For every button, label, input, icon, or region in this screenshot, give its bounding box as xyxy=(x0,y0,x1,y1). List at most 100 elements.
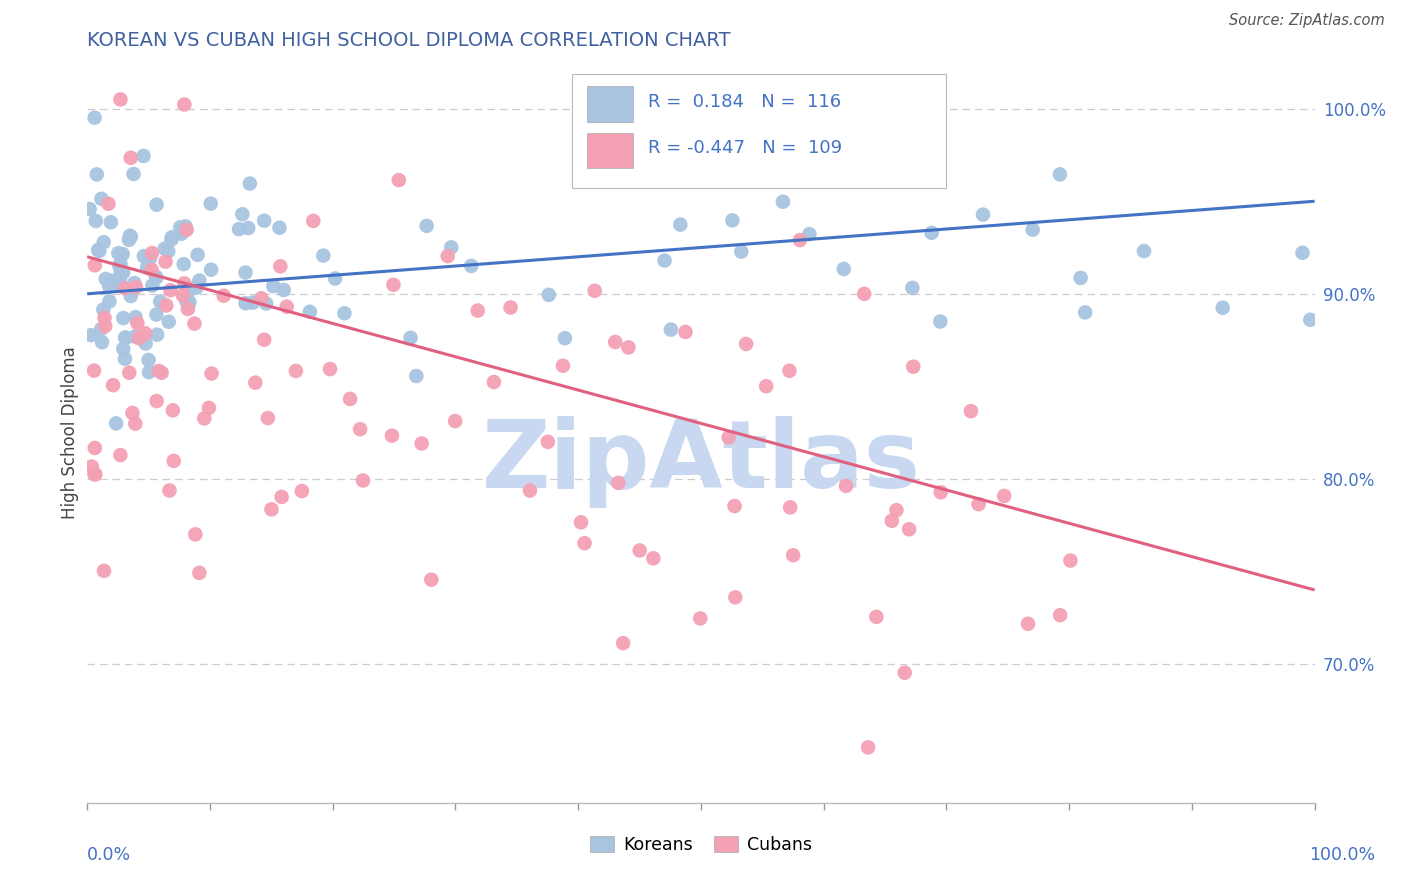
Point xyxy=(467,303,489,318)
Point xyxy=(1021,222,1043,236)
Point xyxy=(83,111,105,125)
Point xyxy=(105,278,128,293)
Point xyxy=(242,295,264,310)
Point xyxy=(79,202,101,216)
Point xyxy=(1074,305,1097,319)
Point xyxy=(118,233,141,247)
Point xyxy=(253,333,276,347)
Point xyxy=(260,502,283,516)
Point xyxy=(121,406,143,420)
Point xyxy=(159,283,181,297)
Point xyxy=(723,499,745,513)
Point xyxy=(188,274,211,288)
Point xyxy=(145,308,167,322)
Point xyxy=(155,254,177,268)
Point xyxy=(319,362,342,376)
FancyBboxPatch shape xyxy=(572,73,946,188)
Point xyxy=(1049,167,1071,181)
Point xyxy=(724,591,747,605)
Point xyxy=(245,376,267,390)
Point xyxy=(228,222,250,236)
Point xyxy=(200,262,222,277)
Point xyxy=(93,310,115,325)
Point xyxy=(782,548,804,562)
Point xyxy=(415,219,437,233)
Point xyxy=(1017,616,1039,631)
Point xyxy=(903,359,925,374)
Point xyxy=(162,403,184,417)
Point xyxy=(1133,244,1156,258)
Point xyxy=(607,475,630,490)
Text: ZipAtlas: ZipAtlas xyxy=(481,417,921,508)
Point xyxy=(574,536,596,550)
Point xyxy=(993,489,1015,503)
Point xyxy=(101,378,124,392)
Point xyxy=(929,485,952,500)
Point xyxy=(583,284,606,298)
Point xyxy=(186,281,208,295)
Point xyxy=(101,276,124,290)
Point xyxy=(110,448,132,462)
FancyBboxPatch shape xyxy=(586,87,633,121)
Point xyxy=(172,224,194,238)
Point xyxy=(893,665,915,680)
Point xyxy=(84,214,107,228)
Point xyxy=(262,279,284,293)
Point xyxy=(157,315,180,329)
Point xyxy=(183,317,205,331)
Point xyxy=(352,474,374,488)
Point xyxy=(721,213,744,227)
Point xyxy=(135,336,157,351)
Point xyxy=(499,301,522,315)
Point xyxy=(124,310,146,324)
Text: KOREAN VS CUBAN HIGH SCHOOL DIPLOMA CORRELATION CHART: KOREAN VS CUBAN HIGH SCHOOL DIPLOMA CORR… xyxy=(87,31,731,50)
Point xyxy=(886,503,908,517)
Point xyxy=(132,149,155,163)
Point xyxy=(83,441,105,455)
Point xyxy=(172,288,194,302)
Point xyxy=(302,214,325,228)
Point xyxy=(83,467,105,482)
Point xyxy=(145,197,167,211)
Point xyxy=(349,422,371,436)
Point xyxy=(901,281,924,295)
Point xyxy=(94,272,117,286)
Point xyxy=(856,740,879,755)
Point xyxy=(270,490,292,504)
Point xyxy=(87,243,110,257)
Point xyxy=(138,353,160,368)
Point xyxy=(238,221,260,235)
Point xyxy=(125,280,148,294)
Point xyxy=(1299,312,1322,326)
Point xyxy=(155,298,177,312)
Point xyxy=(114,351,136,366)
Point xyxy=(160,230,183,244)
Point xyxy=(120,289,142,303)
Point xyxy=(832,262,855,277)
Point xyxy=(177,301,200,316)
Point xyxy=(160,233,183,247)
Point xyxy=(184,527,207,541)
Point xyxy=(198,401,221,415)
Point xyxy=(730,244,752,259)
Point xyxy=(132,249,155,263)
Point xyxy=(149,294,172,309)
Point xyxy=(420,573,443,587)
Point xyxy=(898,522,921,536)
Point xyxy=(118,228,141,243)
Point xyxy=(231,207,253,221)
Point xyxy=(1291,245,1313,260)
Point xyxy=(284,364,307,378)
Point xyxy=(93,564,115,578)
Point xyxy=(659,323,682,337)
Point xyxy=(107,246,129,260)
Point xyxy=(173,97,195,112)
Legend: Koreans, Cubans: Koreans, Cubans xyxy=(583,829,818,861)
Point xyxy=(779,500,801,515)
Point xyxy=(169,220,191,235)
Point xyxy=(921,226,943,240)
Point xyxy=(179,295,201,310)
Point xyxy=(89,244,111,258)
Point xyxy=(181,281,204,295)
Point xyxy=(1059,553,1081,567)
